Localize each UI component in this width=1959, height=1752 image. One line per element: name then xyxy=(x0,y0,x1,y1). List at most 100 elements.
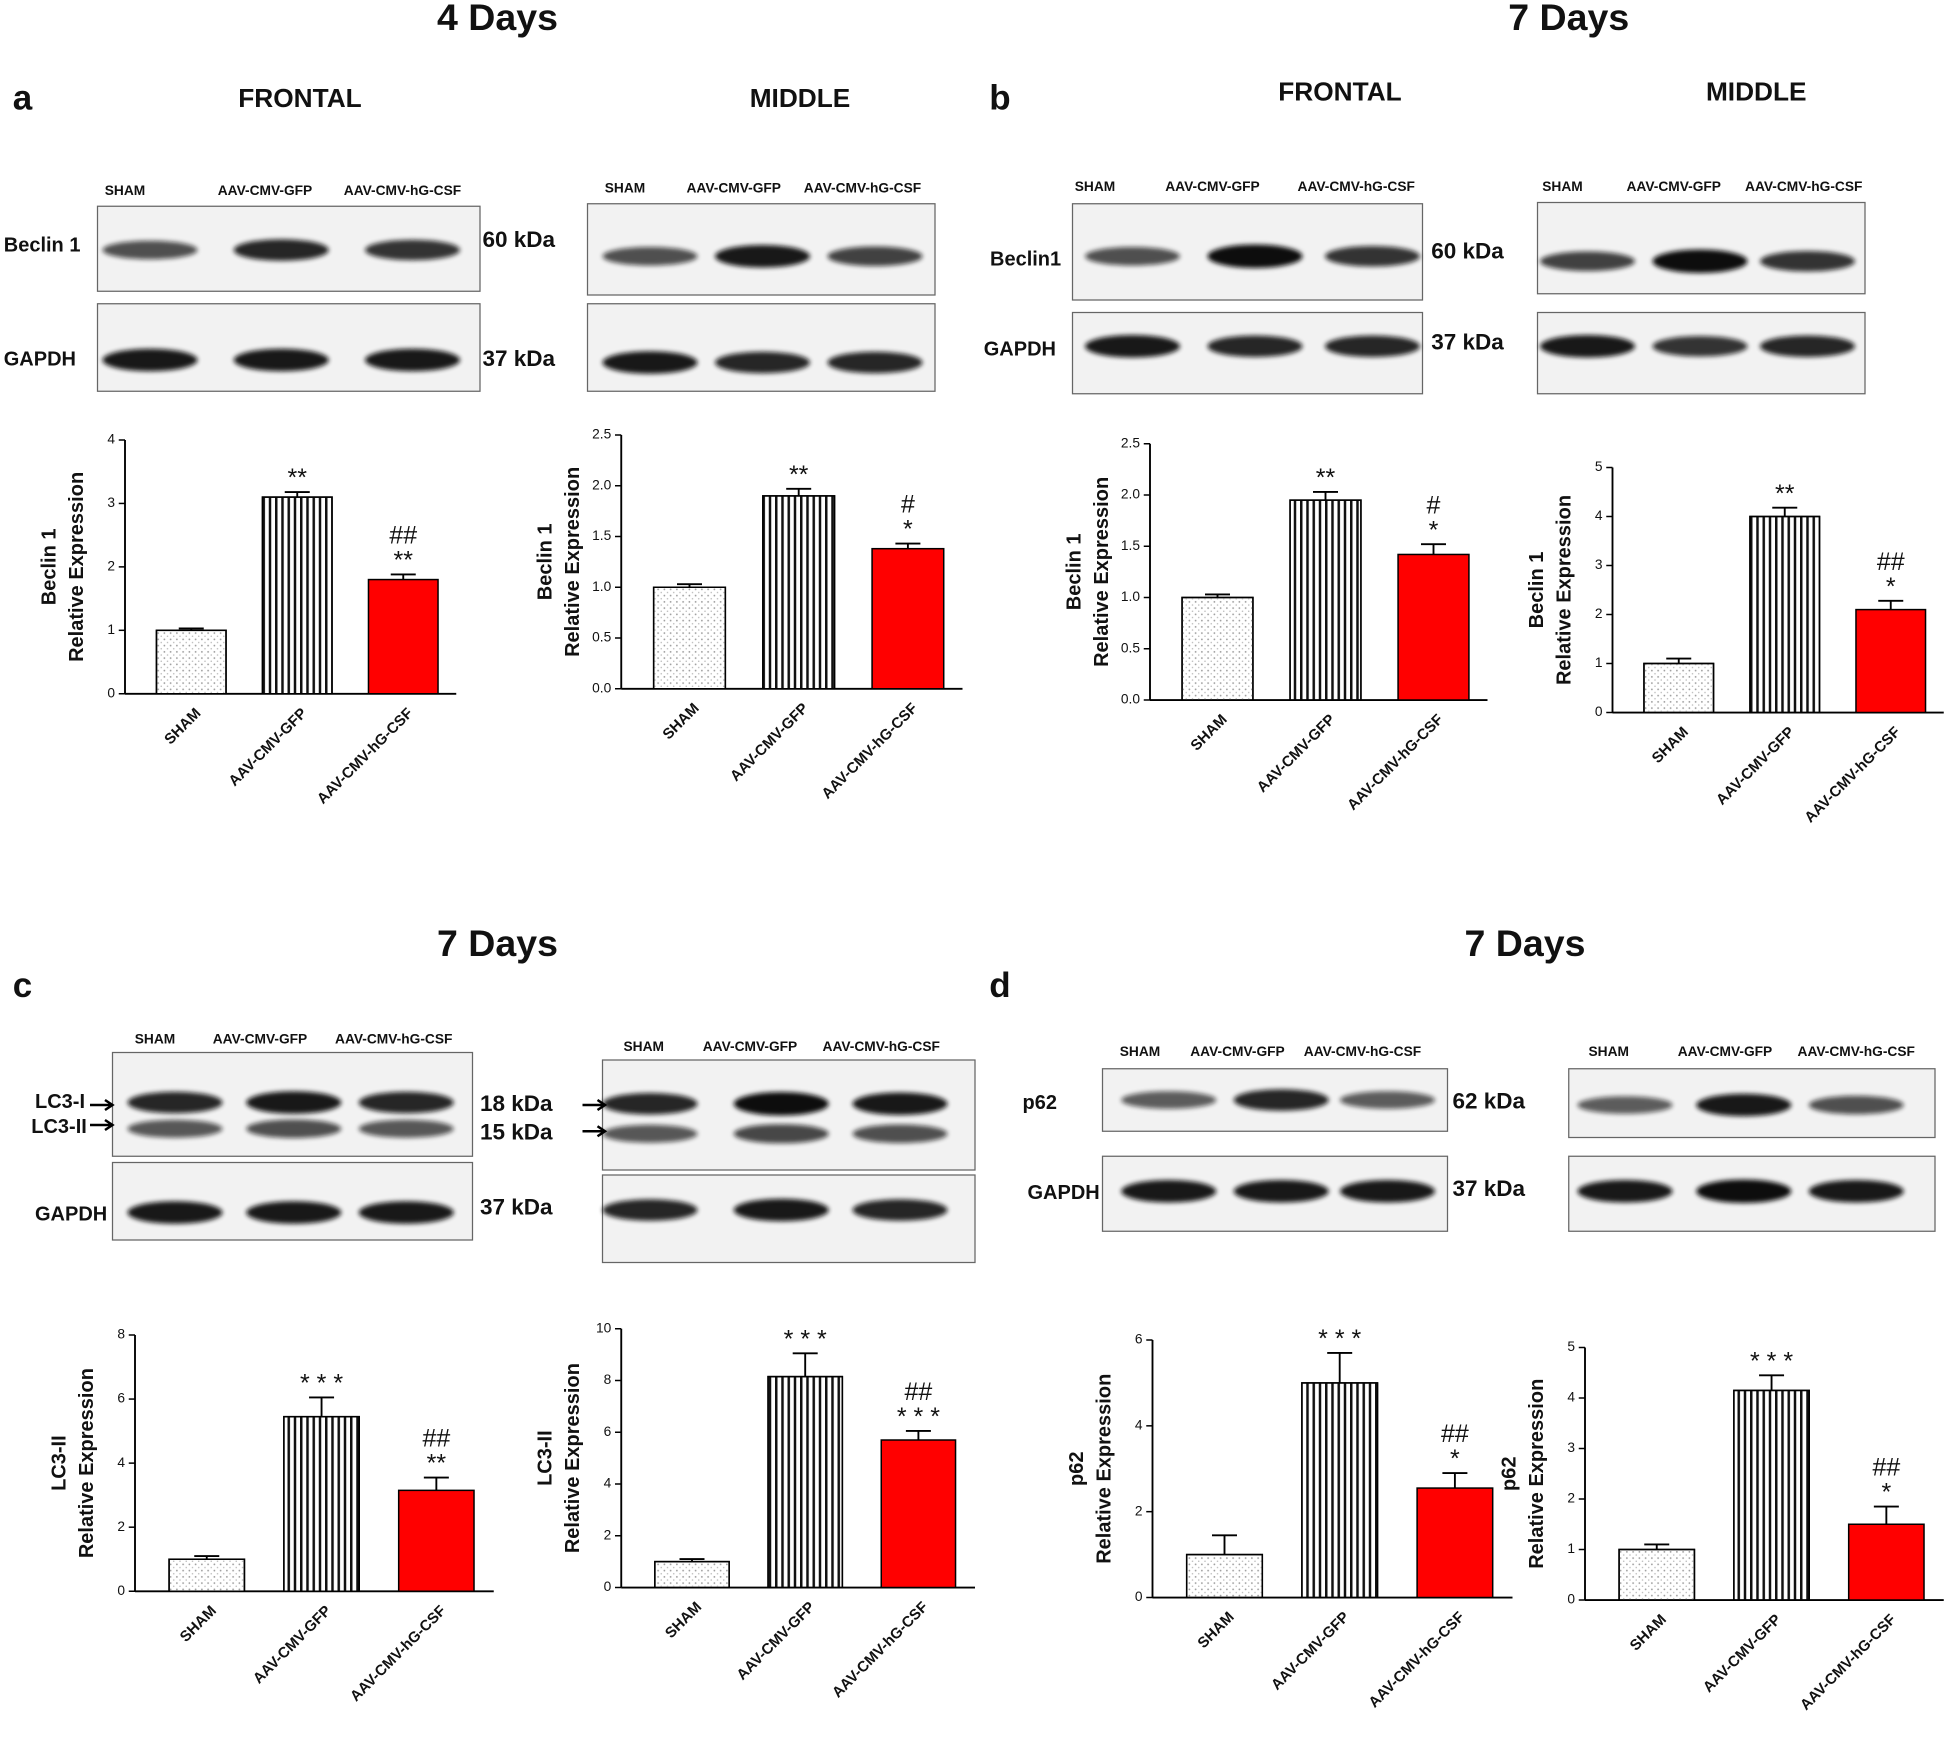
bar-pattern xyxy=(1181,596,1254,701)
y-tick-label: 0 xyxy=(117,1583,125,1598)
y-tick-label: 1 xyxy=(1595,655,1603,670)
error-bar xyxy=(1313,490,1338,501)
blot-band xyxy=(602,1093,698,1115)
bar-pattern xyxy=(155,629,227,695)
significance-label: * xyxy=(1881,1479,1891,1507)
significance-label: ** xyxy=(427,1450,447,1478)
x-tick-label: AAV-CMV-hG-CSF xyxy=(314,705,417,808)
y-axis-label: Relative Expression xyxy=(1553,495,1575,685)
significance-label: ** xyxy=(1775,480,1795,508)
lane-label: SHAM xyxy=(135,1032,176,1047)
y-tick-label: 0.5 xyxy=(592,630,611,645)
y-tick-label: 3 xyxy=(1595,557,1603,572)
y-axis-label: Relative Expression xyxy=(562,467,584,657)
error-bar xyxy=(1327,1351,1353,1383)
y-axis-label: Relative Expression xyxy=(1093,1374,1115,1564)
x-tick-label: SHAM xyxy=(1194,1609,1237,1652)
y-tick-label: 10 xyxy=(596,1320,612,1335)
y-axis-label: Beclin 1 xyxy=(38,529,60,606)
blot-band xyxy=(1808,1180,1904,1203)
column-title: MIDDLE xyxy=(1706,77,1807,107)
x-tick-label: SHAM xyxy=(659,700,702,743)
bar xyxy=(1847,1523,1925,1601)
bar xyxy=(1416,1487,1494,1599)
lane-label: SHAM xyxy=(1589,1044,1630,1059)
blot-frame xyxy=(96,303,481,392)
significance-label: * xyxy=(1886,573,1896,601)
blot-band xyxy=(602,1199,698,1221)
blot-band xyxy=(852,1092,948,1115)
blot-band xyxy=(358,1119,454,1138)
kda-label: 37 kDa xyxy=(483,346,556,371)
x-tick-label: AAV-CMV-GFP xyxy=(1268,1609,1353,1694)
protein-label: Beclin1 xyxy=(990,248,1061,270)
y-tick-label: 1.0 xyxy=(592,579,611,594)
panel-letter: c xyxy=(13,966,32,1005)
bar-pattern xyxy=(1618,1548,1696,1601)
x-tick-label: AAV-CMV-GFP xyxy=(733,1599,818,1684)
y-tick-label: 2.5 xyxy=(592,427,611,442)
lane-label: AAV-CMV-GFP xyxy=(1190,1044,1284,1059)
lane-label: AAV-CMV-GFP xyxy=(213,1032,307,1047)
kda-label: 37 kDa xyxy=(480,1195,553,1220)
error-bar xyxy=(895,542,921,549)
lane-label: AAV-CMV-GFP xyxy=(1165,179,1259,194)
blot-band xyxy=(127,1201,223,1224)
protein-label: GAPDH xyxy=(1028,1182,1100,1204)
blot-band xyxy=(1325,335,1420,357)
x-tick-label: SHAM xyxy=(662,1599,705,1642)
y-tick-label: 5 xyxy=(1595,459,1603,474)
blot-band xyxy=(127,1119,223,1138)
blot-band xyxy=(365,239,460,261)
x-tick-label: AAV-CMV-hG-CSF xyxy=(347,1602,450,1705)
x-tick-label: AAV-CMV-GFP xyxy=(250,1602,335,1687)
protein-label: GAPDH xyxy=(4,348,76,370)
blot-band xyxy=(852,1124,948,1143)
lane-label: AAV-CMV-GFP xyxy=(703,1039,797,1054)
significance-label: ## xyxy=(904,1378,932,1406)
kda-label: 18 kDa xyxy=(480,1091,553,1116)
y-axis-label: Relative Expression xyxy=(1091,477,1113,667)
bar-pattern xyxy=(168,1558,246,1592)
panel-title: 7 Days xyxy=(437,922,558,964)
y-tick-label: 4 xyxy=(604,1476,612,1491)
x-tick-label: AAV-CMV-GFP xyxy=(1254,711,1339,796)
blot-band xyxy=(733,1198,829,1222)
x-tick-label: SHAM xyxy=(1187,711,1230,754)
blot-band xyxy=(733,1124,829,1144)
bar-pattern xyxy=(1301,1382,1379,1599)
y-tick-label: 3 xyxy=(1567,1440,1575,1455)
lane-label: SHAM xyxy=(1542,179,1583,194)
blot-band xyxy=(1085,247,1180,266)
x-tick-label: SHAM xyxy=(177,1602,220,1645)
y-tick-label: 6 xyxy=(604,1424,612,1439)
y-axis-label: p62 xyxy=(1498,1457,1520,1491)
bar-pattern xyxy=(1733,1389,1810,1601)
y-axis-label: Beclin 1 xyxy=(1526,552,1548,629)
y-axis-label: Relative Expression xyxy=(562,1363,584,1553)
blot-band xyxy=(1340,1180,1435,1203)
blot-frame xyxy=(1536,201,1866,295)
blot-band xyxy=(1577,1096,1673,1114)
bar xyxy=(367,578,439,695)
bar-pattern xyxy=(762,495,836,690)
blot-band xyxy=(1207,244,1303,268)
y-tick-label: 2 xyxy=(107,559,115,574)
column-title: FRONTAL xyxy=(1278,77,1401,107)
blot-band xyxy=(827,246,923,266)
y-tick-label: 2 xyxy=(604,1527,612,1542)
blot-band xyxy=(358,1201,454,1224)
blot-band xyxy=(733,1092,829,1116)
significance-label: ** xyxy=(394,547,414,575)
error-bar xyxy=(178,627,204,631)
panel-title: 4 Days xyxy=(437,0,558,38)
panel-title: 7 Days xyxy=(1508,0,1629,38)
bar-pattern xyxy=(1643,662,1715,714)
bar xyxy=(871,547,945,690)
y-tick-label: 0.0 xyxy=(1121,692,1140,707)
y-tick-label: 6 xyxy=(1135,1332,1143,1347)
error-bar xyxy=(1442,1472,1468,1489)
y-tick-label: 1.0 xyxy=(1121,589,1140,604)
panel-letter: b xyxy=(989,78,1010,117)
y-tick-label: 2.0 xyxy=(1121,487,1140,502)
